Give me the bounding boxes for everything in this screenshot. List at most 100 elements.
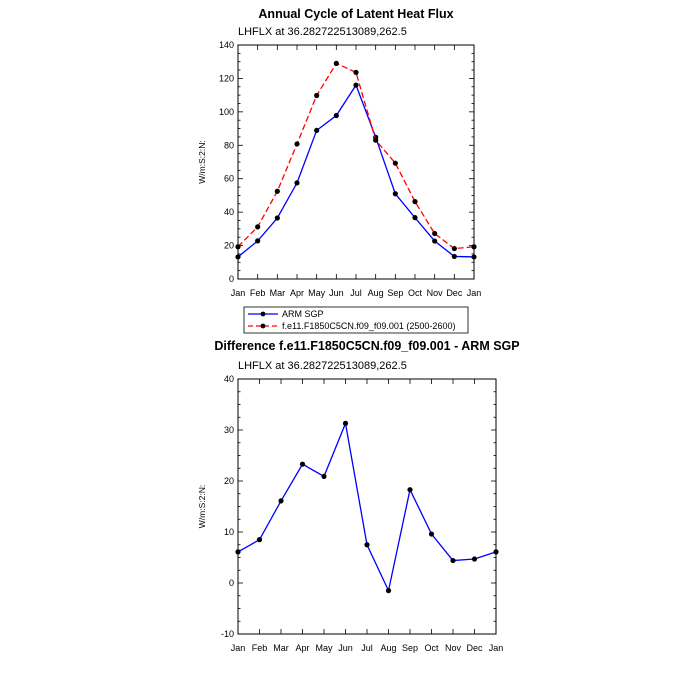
x-tick-label: Mar <box>273 643 289 653</box>
legend-label: ARM SGP <box>282 309 324 319</box>
data-point <box>274 215 280 221</box>
data-point <box>450 557 456 564</box>
series-2 <box>235 60 477 252</box>
x-tick-label: Jan <box>231 288 246 298</box>
data-point <box>294 180 300 186</box>
data-point <box>471 254 477 260</box>
chart-subtitle: LHFLX at 36.282722513089,262.5 <box>238 360 407 372</box>
x-tick-label: Jun <box>329 288 344 298</box>
data-point <box>392 160 398 166</box>
x-tick-label: Nov <box>445 643 462 653</box>
data-point <box>256 537 263 543</box>
legend-label: f.e11.F1850C5CN.f09_f09.001 (2500-2600) <box>282 321 455 331</box>
x-tick-label: Jan <box>467 288 482 298</box>
data-point <box>235 254 241 260</box>
y-tick-label: 0 <box>229 274 234 284</box>
y-tick-label: 20 <box>224 476 234 486</box>
y-axis-label: W/m:S:2:N: <box>197 140 207 183</box>
data-point <box>333 60 339 66</box>
x-tick-label: Oct <box>424 643 439 653</box>
data-point <box>255 224 261 230</box>
y-tick-label: 60 <box>224 174 234 184</box>
series-line <box>237 83 475 258</box>
chart-title: Annual Cycle of Latent Heat Flux <box>258 7 453 21</box>
y-tick-label: 140 <box>219 40 234 50</box>
data-point <box>385 588 392 594</box>
x-tick-label: Jul <box>361 643 373 653</box>
data-point <box>235 549 241 555</box>
data-point <box>471 556 478 562</box>
data-point <box>412 199 418 205</box>
x-tick-label: Jun <box>338 643 353 653</box>
chart-1: Annual Cycle of Latent Heat Flux LHFLX at… <box>197 7 482 334</box>
legend-marker <box>260 311 266 317</box>
y-tick-label: 30 <box>224 425 234 435</box>
x-tick-label: Aug <box>368 288 384 298</box>
plot-frame <box>237 378 497 635</box>
x-tick-label: Dec <box>466 643 483 653</box>
data-point <box>314 127 320 134</box>
legend-marker <box>260 323 266 329</box>
x-tick-label: Nov <box>427 288 444 298</box>
data-point <box>432 230 438 237</box>
x-tick-label: Jan <box>489 643 504 653</box>
series-line <box>237 421 497 593</box>
y-tick-label: 10 <box>224 527 234 537</box>
x-tick-label: Sep <box>402 643 418 653</box>
data-point <box>451 253 457 260</box>
x-tick-label: Apr <box>295 643 309 653</box>
x-tick-label: May <box>308 288 326 298</box>
x-tick-label: Mar <box>270 288 286 298</box>
series-1 <box>235 420 499 594</box>
data-point <box>235 244 241 250</box>
data-point <box>342 420 349 426</box>
x-tick-label: Jul <box>350 288 362 298</box>
series-1 <box>235 82 477 260</box>
data-point <box>353 69 359 76</box>
data-point <box>493 549 499 555</box>
y-axis-label: W/m:S:2:N: <box>197 485 207 528</box>
legend: ARM SGP f.e11.F1850C5CN.f09_f09.001 (2500… <box>243 306 469 334</box>
x-tick-label: Dec <box>446 288 463 298</box>
chart-title: Difference f.e11.F1850C5CN.f09_f09.001 -… <box>214 339 519 353</box>
y-tick-label: 40 <box>224 207 234 217</box>
data-point <box>321 473 327 480</box>
data-point <box>432 238 438 244</box>
y-tick-label: 120 <box>219 73 234 83</box>
x-tick-label: Oct <box>408 288 423 298</box>
data-point <box>333 112 339 119</box>
data-point <box>392 191 398 197</box>
y-tick-label: 20 <box>224 241 234 251</box>
data-point <box>412 215 418 221</box>
data-point <box>299 461 306 467</box>
y-tick-label: 100 <box>219 107 234 117</box>
data-point <box>364 542 370 548</box>
series-line <box>237 62 475 250</box>
x-tick-label: Apr <box>290 288 304 298</box>
data-point <box>428 531 435 537</box>
y-tick-label: -10 <box>221 629 234 639</box>
data-point <box>314 92 320 99</box>
data-point <box>274 188 280 194</box>
legend-box <box>243 306 469 334</box>
chart-subtitle: LHFLX at 36.282722513089,262.5 <box>238 26 407 38</box>
data-point <box>451 245 457 252</box>
x-tick-label: May <box>315 643 333 653</box>
data-point <box>278 498 284 504</box>
x-tick-label: Sep <box>387 288 403 298</box>
data-point <box>407 487 413 493</box>
data-point <box>255 238 261 244</box>
data-point <box>373 137 379 143</box>
data-point <box>294 141 300 147</box>
y-tick-label: 0 <box>229 578 234 588</box>
x-tick-label: Aug <box>380 643 396 653</box>
x-tick-label: Feb <box>250 288 266 298</box>
data-point <box>471 244 477 250</box>
data-point <box>353 82 359 88</box>
x-tick-label: Jan <box>231 643 246 653</box>
y-tick-label: 80 <box>224 140 234 150</box>
x-tick-label: Feb <box>252 643 268 653</box>
y-tick-label: 40 <box>224 374 234 384</box>
chart-2: Difference f.e11.F1850C5CN.f09_f09.001 -… <box>197 339 520 653</box>
